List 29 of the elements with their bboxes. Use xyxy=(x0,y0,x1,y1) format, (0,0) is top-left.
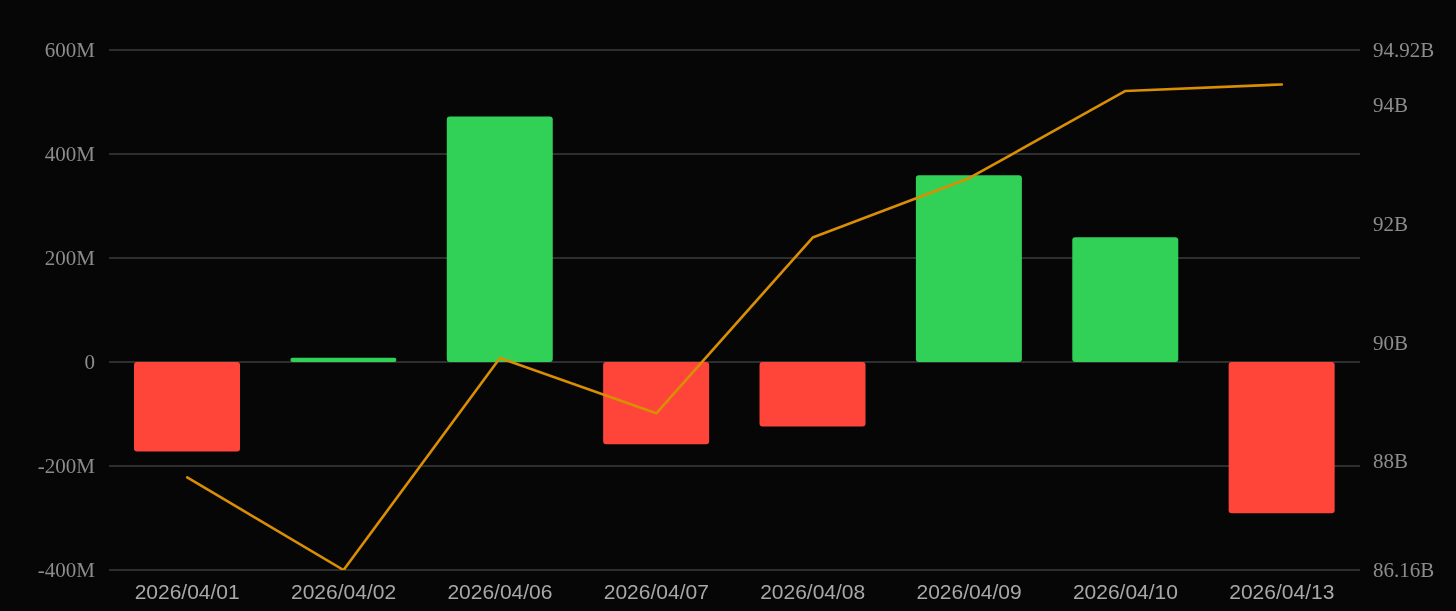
bar xyxy=(603,362,710,445)
y2-tick-label: 86.16B xyxy=(1373,558,1435,583)
x-tick-label: 2026/04/13 xyxy=(1229,579,1335,603)
x-tick-label: 2026/04/10 xyxy=(1072,579,1178,603)
bar xyxy=(290,357,397,362)
x-tick-label: 2026/04/02 xyxy=(291,579,397,603)
y-tick-label: 200M xyxy=(44,246,96,271)
y2-tick-label: 94B xyxy=(1373,93,1409,118)
y2-tick-label: 90B xyxy=(1373,330,1409,355)
bar xyxy=(1228,362,1335,514)
bar xyxy=(134,362,241,452)
x-tick-label: 2026/04/01 xyxy=(134,579,240,603)
y-tick-label: 400M xyxy=(44,142,96,167)
y2-tick-label: 94.92B xyxy=(1373,38,1435,63)
bar xyxy=(1072,237,1179,362)
y-tick-label: 600M xyxy=(44,38,96,63)
bar xyxy=(759,362,866,427)
bar xyxy=(915,175,1022,362)
y-tick-label: 0 xyxy=(84,350,95,375)
x-tick-label: 2026/04/09 xyxy=(916,579,1022,603)
y-tick-label: -200M xyxy=(37,454,96,479)
x-tick-label: 2026/04/06 xyxy=(447,579,553,603)
y2-tick-label: 88B xyxy=(1373,449,1409,474)
bar xyxy=(446,116,553,362)
x-tick-label: 2026/04/07 xyxy=(603,579,709,603)
y2-tick-label: 92B xyxy=(1373,211,1409,236)
line-series xyxy=(185,83,1284,570)
y-tick-label: -400M xyxy=(37,558,96,583)
x-tick-label: 2026/04/08 xyxy=(760,579,866,603)
